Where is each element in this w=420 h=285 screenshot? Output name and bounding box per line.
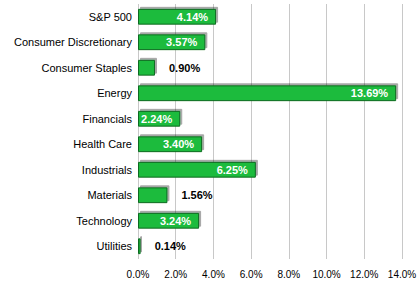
svg-text:S&P 500: S&P 500 <box>89 11 132 23</box>
svg-text:3.57%: 3.57% <box>166 36 197 48</box>
svg-text:8.0%: 8.0% <box>277 269 300 280</box>
svg-text:Industrials: Industrials <box>82 164 133 176</box>
svg-text:12.0%: 12.0% <box>350 269 378 280</box>
svg-text:3.40%: 3.40% <box>163 138 194 150</box>
svg-text:10.0%: 10.0% <box>312 269 340 280</box>
svg-text:Health Care: Health Care <box>73 138 132 150</box>
svg-text:Consumer Staples: Consumer Staples <box>42 62 133 74</box>
svg-text:4.0%: 4.0% <box>202 269 225 280</box>
svg-text:3.24%: 3.24% <box>160 215 191 227</box>
svg-text:13.69%: 13.69% <box>351 87 389 99</box>
svg-text:4.14%: 4.14% <box>177 11 208 23</box>
svg-text:6.25%: 6.25% <box>217 164 248 176</box>
svg-text:Technology: Technology <box>76 215 132 227</box>
svg-text:1.56%: 1.56% <box>181 189 212 201</box>
svg-text:Consumer Discretionary: Consumer Discretionary <box>14 36 132 48</box>
svg-text:Energy: Energy <box>97 87 132 99</box>
svg-text:Materials: Materials <box>87 189 132 201</box>
svg-text:Financials: Financials <box>82 113 132 125</box>
svg-text:0.0%: 0.0% <box>127 269 150 280</box>
svg-text:2.24%: 2.24% <box>141 113 172 125</box>
svg-text:Utilities: Utilities <box>97 240 133 252</box>
svg-text:0.14%: 0.14% <box>155 240 186 252</box>
svg-text:14.0%: 14.0% <box>388 269 416 280</box>
svg-text:6.0%: 6.0% <box>240 269 263 280</box>
svg-text:2.0%: 2.0% <box>164 269 187 280</box>
svg-text:0.90%: 0.90% <box>169 62 200 74</box>
